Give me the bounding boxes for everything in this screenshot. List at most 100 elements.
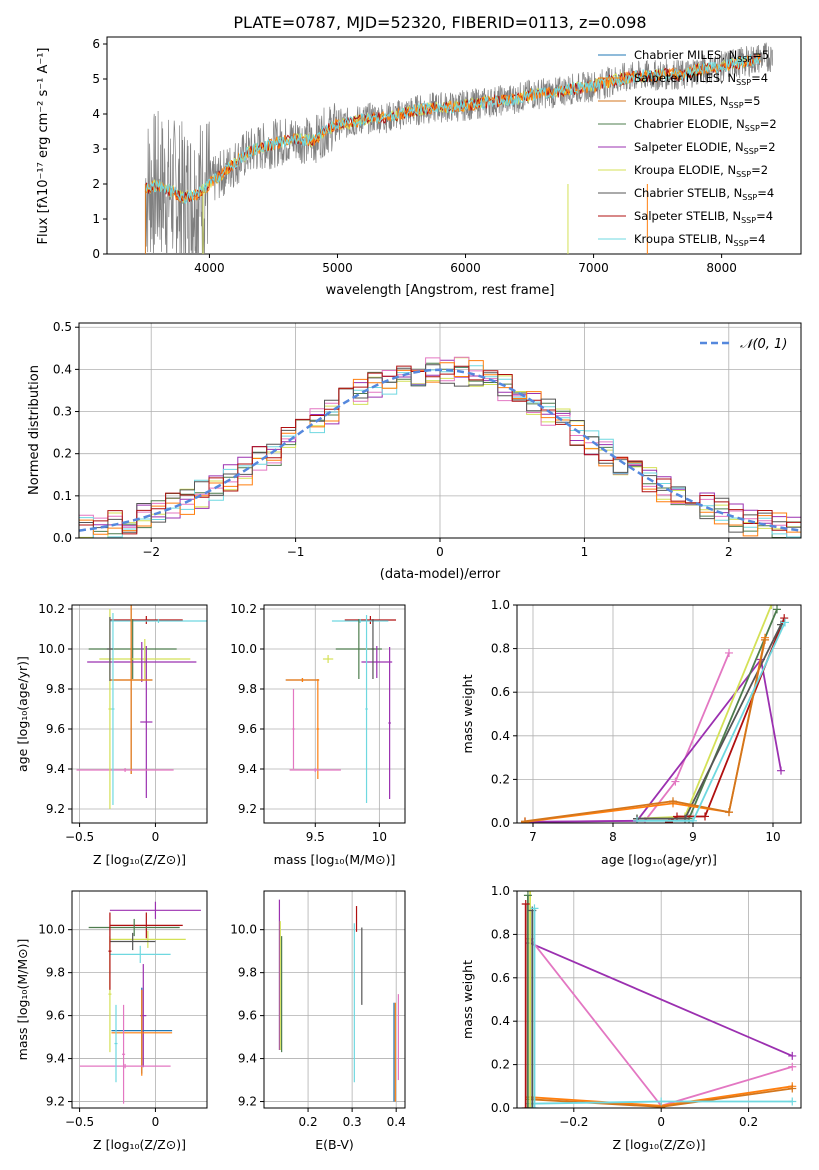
panel-data xyxy=(285,615,397,803)
series-marker xyxy=(788,1062,797,1071)
spectrum-xtick-label: 6000 xyxy=(450,261,481,275)
ytick-label: 0.8 xyxy=(491,927,510,941)
series-line xyxy=(524,639,766,823)
series-marker xyxy=(671,777,680,786)
legend-label-sub: SSP xyxy=(734,239,749,248)
series-marker xyxy=(725,808,733,817)
residuals-xtick-label: −2 xyxy=(142,545,160,559)
xtick-label: 9 xyxy=(689,830,697,844)
residuals-ylabel: Normed distribution xyxy=(27,365,42,495)
ytick-label: 9.2 xyxy=(238,1095,257,1109)
xtick-label: 0.2 xyxy=(299,1115,318,1129)
legend-label-main: Kroupa ELODIE, N xyxy=(634,163,736,177)
xtick-label: 8 xyxy=(609,830,617,844)
ytick-label: 9.6 xyxy=(238,722,257,736)
ytick-label: 10.2 xyxy=(230,602,257,616)
xtick-label: −0.5 xyxy=(65,830,94,844)
axes-frame xyxy=(516,890,802,1109)
series-marker xyxy=(526,1104,535,1108)
legend-label-sub: SSP xyxy=(741,216,756,225)
ytick-label: 0.6 xyxy=(491,685,510,699)
ytick-label: 0.4 xyxy=(491,729,510,743)
residuals-ytick-label: 0.1 xyxy=(53,489,72,503)
series-marker xyxy=(788,1097,797,1106)
small-panels: −0.5 0 9.2 9.4 9.6 9.8 10.0 10.2 Z [log₁₀(Z/Z⊙)]… xyxy=(15,598,802,1152)
panel-data xyxy=(521,891,797,1108)
series-marker xyxy=(701,812,709,821)
ytick-label: 9.6 xyxy=(46,722,65,736)
ytick-label: 9.2 xyxy=(46,1095,65,1109)
figure-title: PLATE=0787, MJD=52320, FIBERID=0113, z=0… xyxy=(233,13,646,32)
series-marker xyxy=(777,766,785,775)
residuals-grid xyxy=(79,323,801,539)
spectrum-xtick-label: 5000 xyxy=(322,261,353,275)
series-marker xyxy=(767,605,776,609)
ytick-label: 9.4 xyxy=(46,1052,65,1066)
legend-label-suffix: =4 xyxy=(757,186,774,200)
series-marker xyxy=(523,1104,532,1108)
axes-frame xyxy=(71,604,208,824)
spectrum-xlabel: wavelength [Angstrom, rest frame] xyxy=(326,283,555,298)
spectrum-model-kroupa_stelib xyxy=(144,54,761,205)
panel-mass-weight-vs-age: 7 8 9 10 0.0 0.2 0.4 0.6 0.8 1.0 age [log₁₀(age/yr… xyxy=(460,598,802,867)
xtick-label: 0.2 xyxy=(739,1115,758,1129)
series-marker xyxy=(689,816,697,823)
residuals-ticks: −2 −1 0 1 2 0.0 0.1 0.2 0.3 0.4 0.5 xyxy=(53,320,733,559)
ytick-label: 9.2 xyxy=(46,802,65,816)
xlabel: Z [log₁₀(Z/Z⊙)] xyxy=(93,1137,186,1152)
ytick-label: 1.0 xyxy=(491,884,510,898)
ytick-label: 0.8 xyxy=(491,642,510,656)
spectrum-ticks: 4000 5000 6000 7000 8000 0 1 2 3 4 5 6 xyxy=(92,37,737,275)
series-marker xyxy=(633,816,641,823)
legend-label-suffix: =2 xyxy=(760,117,777,131)
panel-data xyxy=(76,605,207,809)
spectrum-legend-label: Salpeter ELODIE, NSSP=2 xyxy=(634,140,776,156)
ylabel: mass weight xyxy=(460,674,475,753)
series-marker xyxy=(521,900,530,909)
residuals-hist-salpeter_stelib xyxy=(79,365,801,535)
xtick-label: 0.3 xyxy=(343,1115,362,1129)
spectrum-model-salpeter_miles xyxy=(144,54,761,203)
xlabel: Z [log₁₀(Z/Z⊙)] xyxy=(93,852,186,867)
xtick-label: 0.4 xyxy=(387,1115,406,1129)
legend-label-sub: SSP xyxy=(736,170,751,179)
ylabel: mass weight xyxy=(460,960,475,1039)
residuals-xtick-label: −1 xyxy=(287,545,305,559)
series-marker xyxy=(725,648,733,657)
legend-label-main: Salpeter ELODIE, N xyxy=(634,140,744,154)
series-line xyxy=(529,942,793,1057)
ytick-label: 9.4 xyxy=(238,762,257,776)
series-marker xyxy=(773,605,781,614)
spectrum-legend-label: Chabrier ELODIE, NSSP=2 xyxy=(634,117,777,133)
spectrum-legend-label: Kroupa STELIB, NSSP=4 xyxy=(634,232,765,248)
residuals-ytick-label: 0.0 xyxy=(53,531,72,545)
series-marker xyxy=(530,1104,539,1108)
residuals-xlabel: (data-model)/error xyxy=(380,567,501,582)
legend-label-sub: SSP xyxy=(729,101,744,110)
spectrum-legend-label: Kroupa MILES, NSSP=5 xyxy=(634,94,760,110)
ytick-label: 9.8 xyxy=(46,966,65,980)
legend-label-sub: SSP xyxy=(745,124,760,133)
legend-label-suffix: =4 xyxy=(749,232,766,246)
axes-frame xyxy=(263,890,406,1109)
ytick-label: 9.8 xyxy=(46,682,65,696)
residuals-xtick-label: 1 xyxy=(581,545,589,559)
legend-label-main: Chabrier MILES, N xyxy=(634,48,737,62)
legend-label-main: Kroupa MILES, N xyxy=(634,94,729,108)
xtick-label: −0.2 xyxy=(559,1115,588,1129)
legend-label-main: Chabrier ELODIE, N xyxy=(634,117,745,131)
gaussian-legend-label: 𝒩(0, 1) xyxy=(740,337,787,352)
ytick-label: 9.6 xyxy=(238,1009,257,1023)
series-marker xyxy=(526,891,535,895)
ytick-label: 1.0 xyxy=(491,598,510,612)
series-marker xyxy=(523,891,532,900)
ytick-label: 0.2 xyxy=(491,1058,510,1072)
xtick-label: 9.5 xyxy=(306,830,325,844)
legend-label-suffix: =2 xyxy=(751,163,768,177)
residuals-ytick-label: 0.3 xyxy=(53,405,72,419)
xlabel: age [log₁₀(age/yr)] xyxy=(601,852,717,867)
ytick-label: 10.2 xyxy=(38,602,65,616)
ytick-label: 0.4 xyxy=(491,1014,510,1028)
series-marker xyxy=(528,1104,537,1108)
